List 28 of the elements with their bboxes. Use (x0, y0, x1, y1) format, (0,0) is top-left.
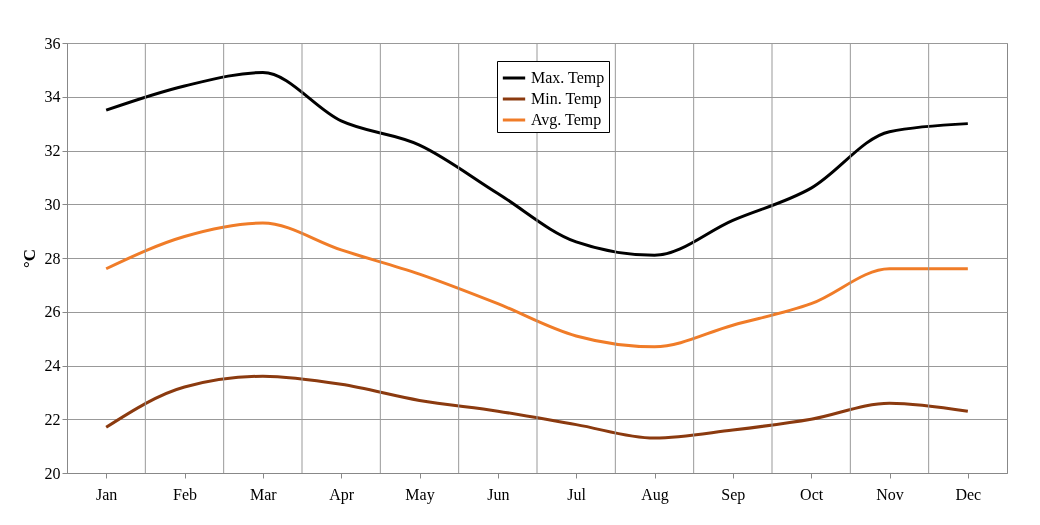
x-tick-label: Feb (173, 485, 197, 503)
y-tick-label: 26 (44, 303, 61, 321)
x-tick-label: Jun (487, 485, 510, 503)
y-tick-label: 36 (44, 34, 61, 52)
x-tick-label: Oct (800, 485, 824, 503)
y-axis-title: °C (19, 248, 39, 269)
y-tick-label: 32 (44, 142, 61, 159)
line-series (104, 71, 970, 257)
y-tick-label: 30 (44, 195, 61, 213)
line-series (104, 374, 970, 440)
x-tick-label: Dec (955, 485, 982, 503)
y-tick-label: 28 (44, 249, 61, 267)
y-tick-label: 22 (44, 410, 61, 428)
x-tick-label: Jul (567, 485, 587, 503)
x-tick-label: Aug (641, 485, 669, 504)
x-tick-label: Jan (96, 485, 118, 503)
y-tick-label: 34 (44, 88, 61, 106)
x-tick-label: Apr (329, 485, 355, 504)
y-tick-label: 24 (44, 357, 61, 374)
x-tick-label: May (405, 485, 435, 504)
x-tick-label: Mar (250, 485, 278, 503)
legend-label: Avg. Temp (531, 111, 602, 129)
legend-label: Max. Temp (531, 69, 605, 87)
legend-label: Min. Temp (531, 90, 602, 108)
y-tick-label: 20 (44, 464, 61, 482)
x-tick-label: Nov (876, 485, 904, 503)
line-series (104, 221, 970, 349)
x-tick-label: Sep (721, 485, 746, 504)
